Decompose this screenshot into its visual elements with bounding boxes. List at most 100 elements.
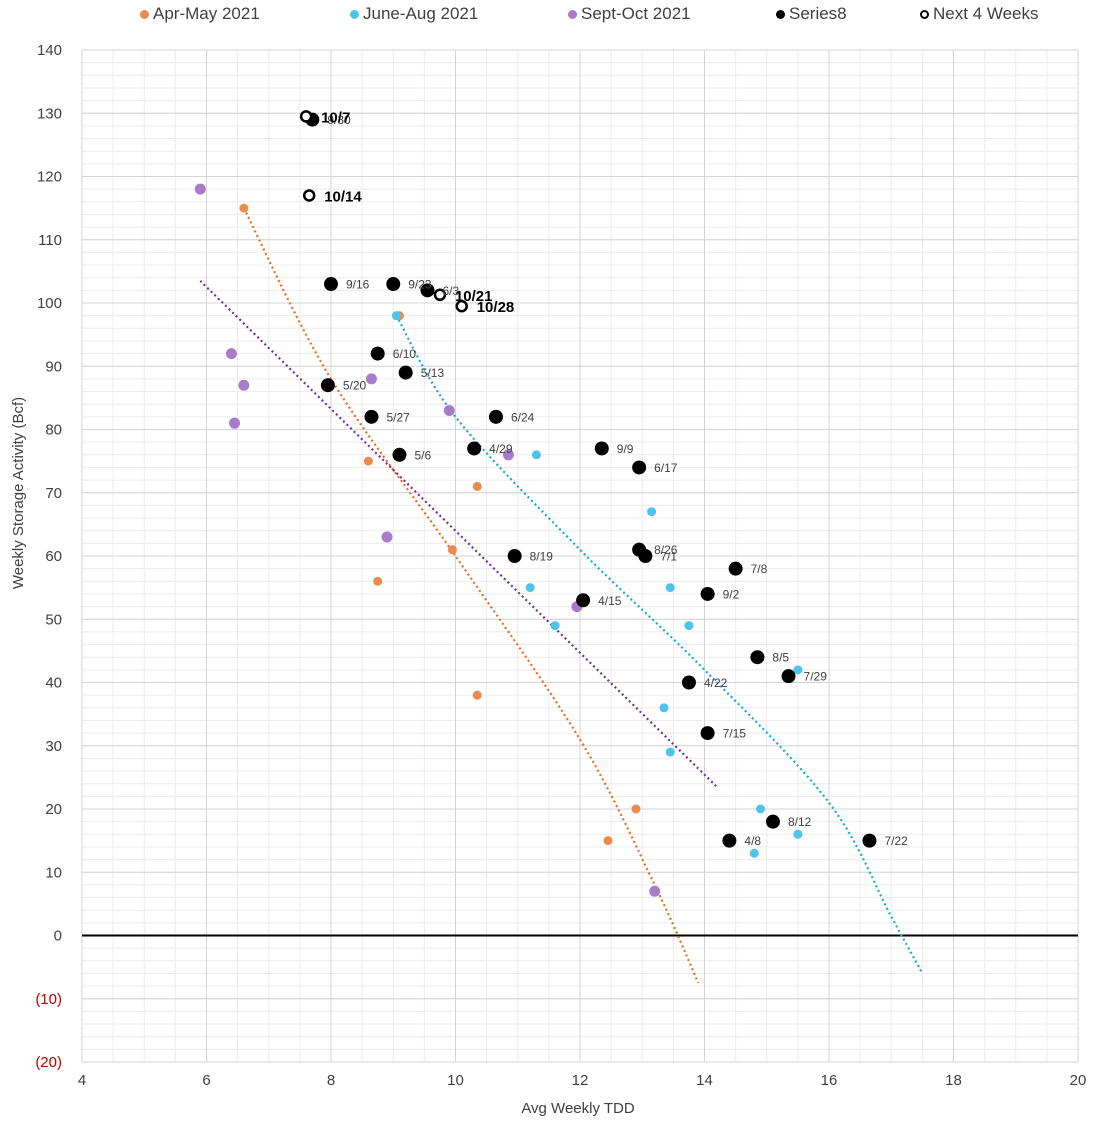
y-tick-label: 30 <box>45 738 62 755</box>
data-label: 10/7 <box>321 109 350 126</box>
legend-label: Sept-Oct 2021 <box>581 4 691 23</box>
data-point <box>638 549 653 563</box>
trendlines <box>199 207 924 984</box>
data-point <box>363 456 373 466</box>
data-point <box>749 848 759 858</box>
data-point <box>472 481 482 491</box>
legend-marker <box>776 9 785 19</box>
x-tick-label: 12 <box>572 1072 589 1089</box>
data-point <box>373 576 383 586</box>
y-tick-label: 40 <box>45 675 62 692</box>
y-tick-label: 120 <box>37 169 62 186</box>
data-point <box>420 283 435 298</box>
data-label: 6/3 <box>442 284 459 298</box>
trendline <box>395 315 924 974</box>
data-point <box>324 277 338 292</box>
x-tick-label: 14 <box>696 1072 713 1089</box>
data-point <box>765 814 780 829</box>
data-point <box>665 747 675 757</box>
data-label: 10/14 <box>324 188 362 205</box>
legend-item-series8: Series8 <box>776 4 920 24</box>
data-point <box>632 460 647 475</box>
legend-label: Next 4 Weeks <box>933 4 1039 23</box>
y-axis-tick-labels: 1401301201101009080706050403020100(10)(2… <box>35 42 62 1071</box>
data-point <box>793 665 803 675</box>
x-tick-label: 20 <box>1070 1072 1087 1089</box>
trendline <box>242 207 700 984</box>
y-tick-label: 90 <box>45 358 62 375</box>
data-point <box>603 836 613 846</box>
legend-item-sept-oct: Sept-Oct 2021 <box>568 4 776 24</box>
legend-label: Apr-May 2021 <box>153 4 260 23</box>
data-label: 9/16 <box>346 278 370 292</box>
y-tick-label: 110 <box>38 232 62 249</box>
data-labels: 9/30 9/16 9/23 6/3 6/10 5/20 5/13 5/27 6/24 5/6 4/… <box>321 109 908 848</box>
data-point <box>862 833 877 848</box>
data-point <box>229 417 241 429</box>
y-tick-label: 140 <box>37 42 62 59</box>
data-point <box>239 203 249 213</box>
data-label: 5/13 <box>421 366 445 380</box>
data-label: 9/2 <box>723 587 740 601</box>
data-point <box>576 593 591 608</box>
data-point <box>370 346 385 361</box>
data-label: 8/19 <box>530 550 554 564</box>
data-point <box>443 405 455 417</box>
data-point <box>386 277 401 292</box>
data-point <box>750 650 765 665</box>
data-point <box>550 621 560 631</box>
data-point <box>447 545 457 555</box>
y-tick-label: 100 <box>37 295 62 312</box>
data-point <box>391 311 401 321</box>
y-axis-title: Weekly Storage Activity (Bcf) <box>10 397 27 589</box>
data-label: 8/5 <box>772 651 789 665</box>
x-axis-tick-labels: 4 6 8 10 12 14 16 18 20 <box>78 1072 1087 1089</box>
legend-item-apr-may: Apr-May 2021 <box>140 4 350 24</box>
data-point <box>594 441 609 456</box>
x-tick-label: 18 <box>945 1072 962 1089</box>
legend-label: Series8 <box>789 4 847 23</box>
data-label: 9/23 <box>408 278 432 292</box>
x-tick-label: 8 <box>327 1072 335 1089</box>
data-label: 4/8 <box>744 834 761 848</box>
x-axis-title: Avg Weekly TDD <box>521 1100 635 1117</box>
data-label: 6/24 <box>511 410 535 424</box>
data-point <box>398 365 413 380</box>
chart-legend: Apr-May 2021 June-Aug 2021 Sept-Oct 2021… <box>140 4 1080 24</box>
y-tick-label: 80 <box>45 422 62 439</box>
legend-label: June-Aug 2021 <box>363 4 479 23</box>
data-point <box>722 833 737 848</box>
data-point <box>299 110 313 123</box>
data-label: 4/29 <box>489 442 513 456</box>
data-label: 8/26 <box>654 543 678 557</box>
data-point <box>238 379 250 391</box>
data-point <box>793 829 803 839</box>
data-label: 10/21 <box>455 288 493 305</box>
data-label: 7/15 <box>723 727 747 741</box>
data-point <box>681 675 696 690</box>
data-label: 9/30 <box>327 113 351 127</box>
data-point <box>700 586 715 601</box>
data-point <box>320 378 335 393</box>
legend-marker <box>140 9 149 19</box>
data-label: 7/8 <box>751 562 768 576</box>
data-label: 7/29 <box>804 670 828 684</box>
data-point <box>781 669 796 684</box>
legend-item-next-4-weeks: Next 4 Weeks <box>920 4 1070 24</box>
major-gridlines <box>81 49 1079 1063</box>
data-point <box>531 450 541 460</box>
data-point <box>472 690 482 700</box>
data-label: 5/20 <box>343 379 367 393</box>
data-point <box>194 183 206 195</box>
data-point <box>659 703 669 713</box>
data-label: 8/12 <box>788 815 812 829</box>
data-point <box>467 441 482 456</box>
data-point <box>507 549 522 563</box>
data-label: 7/22 <box>884 834 908 848</box>
data-label: 4/15 <box>598 594 622 608</box>
data-label: 5/6 <box>414 448 431 462</box>
data-point <box>631 804 641 814</box>
data-label: 5/27 <box>386 410 410 424</box>
data-point <box>364 409 379 424</box>
